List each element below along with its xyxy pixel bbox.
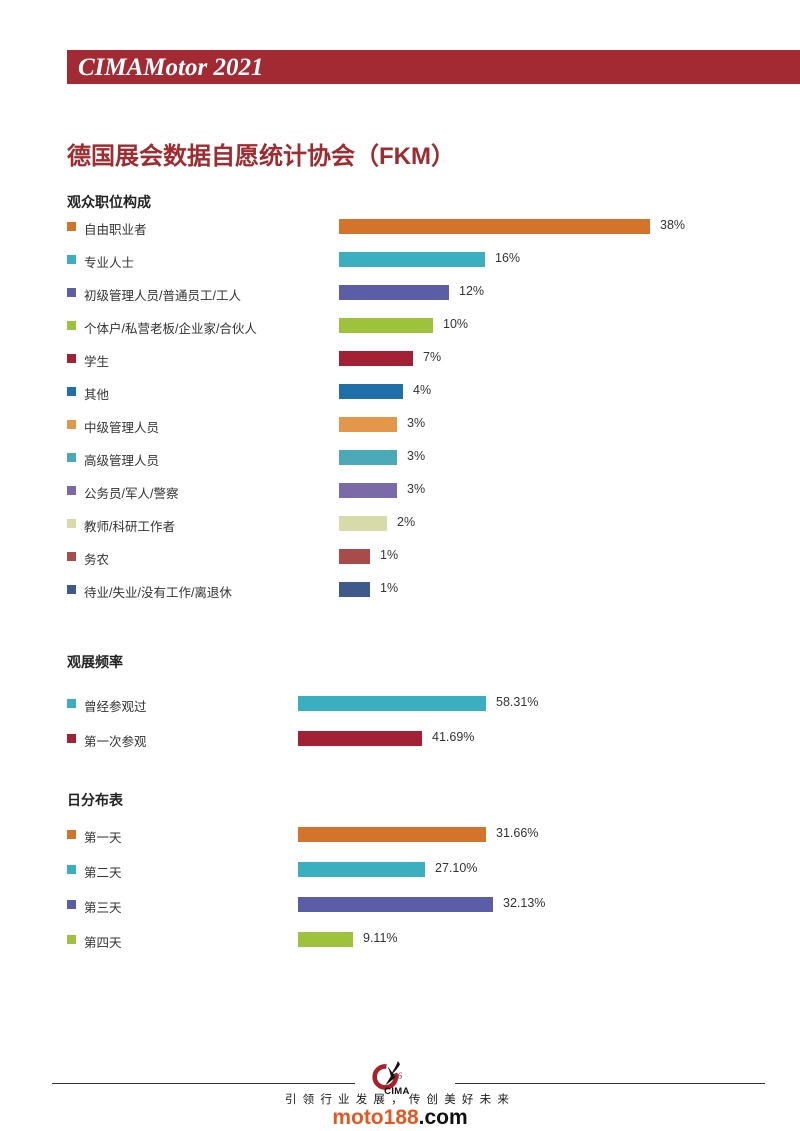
svg-text:6: 6	[397, 1072, 402, 1082]
